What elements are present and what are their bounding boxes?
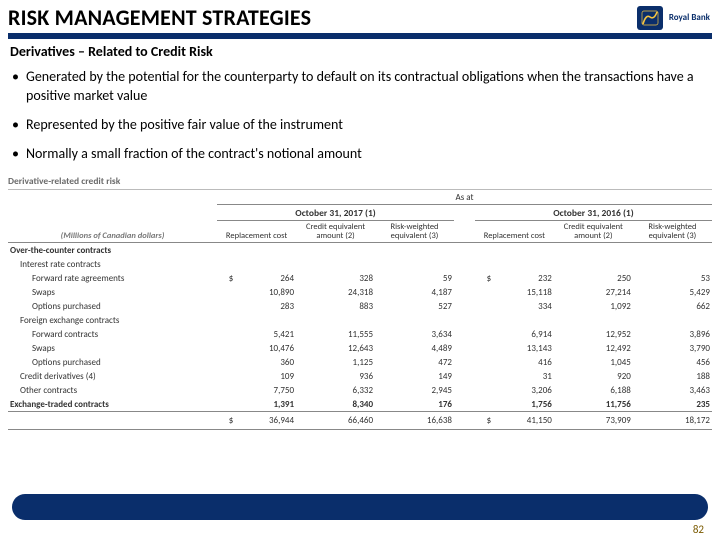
table-title: Derivative-related credit risk (8, 173, 712, 190)
table-row: Options purchased2838835273341,092662 (8, 299, 712, 313)
col-header: Credit equivalent amount (2) (554, 221, 633, 243)
table-row: Credit derivatives (4)10993614931920188 (8, 369, 712, 383)
period-1-header: October 31, 2017 (1) (217, 205, 454, 221)
table-row: Forward contracts5,42111,5553,6346,91412… (8, 327, 712, 341)
bullet-item: Generated by the potential for the count… (10, 68, 708, 106)
table-row: Interest rate contracts (8, 257, 712, 271)
brand-logo-icon (637, 6, 663, 30)
bullet-item: Represented by the positive fair value o… (10, 116, 708, 135)
period-2-header: October 31, 2016 (1) (475, 205, 712, 221)
table-row: Swaps10,89024,3184,18715,11827,2145,429 (8, 285, 712, 299)
footer-bar (12, 494, 708, 520)
table-row: Over-the-counter contracts (8, 243, 712, 258)
table-row: Options purchased3601,1254724161,045456 (8, 355, 712, 369)
page-number: 82 (693, 523, 704, 536)
table-row: Swaps10,47612,6434,48913,14312,4923,790 (8, 341, 712, 355)
bullet-item: Normally a small fraction of the contrac… (10, 145, 708, 164)
col-header: Risk-weighted equivalent (3) (375, 221, 454, 243)
col-header: Replacement cost (217, 221, 296, 243)
table-row: Foreign exchange contracts (8, 313, 712, 327)
brand-name: Royal Bank (669, 12, 710, 23)
subtitle: Derivatives – Related to Credit Risk (10, 43, 270, 62)
slide-title: RISK MANAGEMENT STRATEGIES (8, 4, 311, 31)
table-row: Exchange-traded contracts1,3918,3401761,… (8, 397, 712, 412)
col-header: Credit equivalent amount (2) (296, 221, 375, 243)
brand: Royal Bank (637, 6, 710, 30)
table-total-row: $36,94466,46016,638$41,15073,90918,172 (8, 412, 712, 430)
col-header: Replacement cost (475, 221, 554, 243)
asat-header: As at (217, 190, 712, 205)
col-header: Risk-weighted equivalent (3) (633, 221, 712, 243)
bullet-list: Generated by the potential for the count… (10, 68, 708, 164)
table-row: Forward rate agreements$26432859$2322505… (8, 271, 712, 285)
unit-label: (Millions of Canadian dollars) (8, 221, 217, 243)
credit-risk-table: Derivative-related credit risk As at Oct… (8, 173, 712, 430)
table-row: Other contracts7,7506,3322,9453,2066,188… (8, 383, 712, 397)
